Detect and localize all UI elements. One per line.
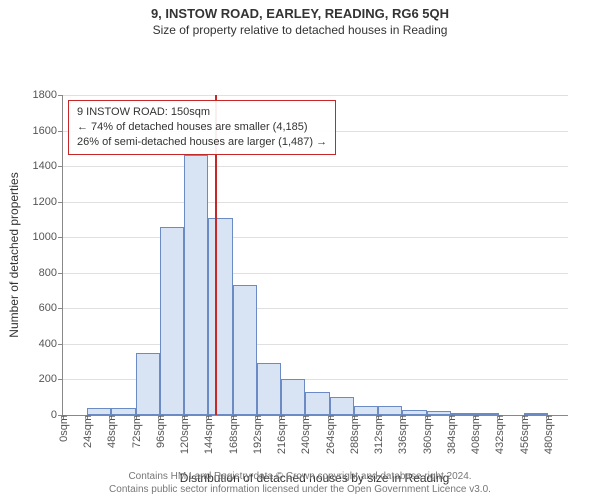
gridline bbox=[63, 202, 568, 203]
y-tick-label: 400 bbox=[39, 338, 63, 350]
y-tick-label: 800 bbox=[39, 267, 63, 279]
page-subtitle: Size of property relative to detached ho… bbox=[0, 21, 600, 39]
histogram-bar bbox=[305, 392, 329, 415]
x-tick-label: 432sqm bbox=[492, 415, 506, 454]
plot-area: 0200400600800100012001400160018000sqm24s… bbox=[62, 95, 568, 416]
callout-line: 9 INSTOW ROAD: 150sqm bbox=[77, 105, 327, 120]
histogram-bar bbox=[87, 408, 111, 415]
x-tick-label: 192sqm bbox=[250, 415, 264, 454]
histogram-bar bbox=[257, 363, 281, 415]
gridline bbox=[63, 95, 568, 96]
callout-box: 9 INSTOW ROAD: 150sqm← 74% of detached h… bbox=[68, 100, 336, 155]
y-tick-label: 600 bbox=[39, 302, 63, 314]
gridline bbox=[63, 308, 568, 309]
x-tick-label: 264sqm bbox=[323, 415, 337, 454]
title-block: 9, INSTOW ROAD, EARLEY, READING, RG6 5QH… bbox=[0, 0, 600, 39]
x-tick-label: 120sqm bbox=[177, 415, 191, 454]
y-tick-label: 200 bbox=[39, 373, 63, 385]
x-tick-label: 216sqm bbox=[274, 415, 288, 454]
y-axis-label: Number of detached properties bbox=[7, 172, 21, 337]
callout-line: 26% of semi-detached houses are larger (… bbox=[77, 135, 327, 150]
y-tick-label: 1600 bbox=[33, 125, 63, 137]
histogram-bar bbox=[160, 227, 184, 415]
histogram-bar bbox=[111, 408, 135, 415]
callout-line: ← 74% of detached houses are smaller (4,… bbox=[77, 120, 327, 135]
x-tick-label: 24sqm bbox=[80, 415, 94, 448]
x-tick-label: 288sqm bbox=[347, 415, 361, 454]
histogram-bar bbox=[233, 285, 257, 415]
x-tick-label: 96sqm bbox=[153, 415, 167, 448]
x-tick-label: 48sqm bbox=[104, 415, 118, 448]
histogram-bar bbox=[136, 353, 160, 415]
x-tick-label: 240sqm bbox=[298, 415, 312, 454]
x-tick-label: 384sqm bbox=[444, 415, 458, 454]
footer-line-1: Contains HM Land Registry data © Crown c… bbox=[0, 470, 600, 483]
x-tick-label: 72sqm bbox=[129, 415, 143, 448]
x-tick-label: 456sqm bbox=[517, 415, 531, 454]
gridline bbox=[63, 273, 568, 274]
x-tick-label: 336sqm bbox=[395, 415, 409, 454]
page-title: 9, INSTOW ROAD, EARLEY, READING, RG6 5QH bbox=[0, 0, 600, 21]
y-tick-label: 1000 bbox=[33, 231, 63, 243]
x-tick-label: 144sqm bbox=[201, 415, 215, 454]
histogram-bar bbox=[208, 218, 232, 415]
footer: Contains HM Land Registry data © Crown c… bbox=[0, 470, 600, 496]
x-tick-label: 408sqm bbox=[468, 415, 482, 454]
y-tick-label: 1400 bbox=[33, 160, 63, 172]
histogram-bar bbox=[184, 155, 208, 415]
x-tick-label: 480sqm bbox=[541, 415, 555, 454]
x-tick-label: 168sqm bbox=[226, 415, 240, 454]
x-tick-label: 360sqm bbox=[420, 415, 434, 454]
histogram-bar bbox=[354, 406, 378, 415]
footer-line-2: Contains public sector information licen… bbox=[0, 483, 600, 496]
gridline bbox=[63, 344, 568, 345]
histogram-chart: 0200400600800100012001400160018000sqm24s… bbox=[0, 39, 600, 469]
gridline bbox=[63, 166, 568, 167]
histogram-bar bbox=[330, 397, 354, 415]
y-tick-label: 1200 bbox=[33, 196, 63, 208]
gridline bbox=[63, 237, 568, 238]
x-tick-label: 312sqm bbox=[371, 415, 385, 454]
histogram-bar bbox=[378, 406, 402, 415]
y-tick-label: 1800 bbox=[33, 89, 63, 101]
x-tick-label: 0sqm bbox=[56, 415, 70, 442]
histogram-bar bbox=[281, 379, 305, 415]
